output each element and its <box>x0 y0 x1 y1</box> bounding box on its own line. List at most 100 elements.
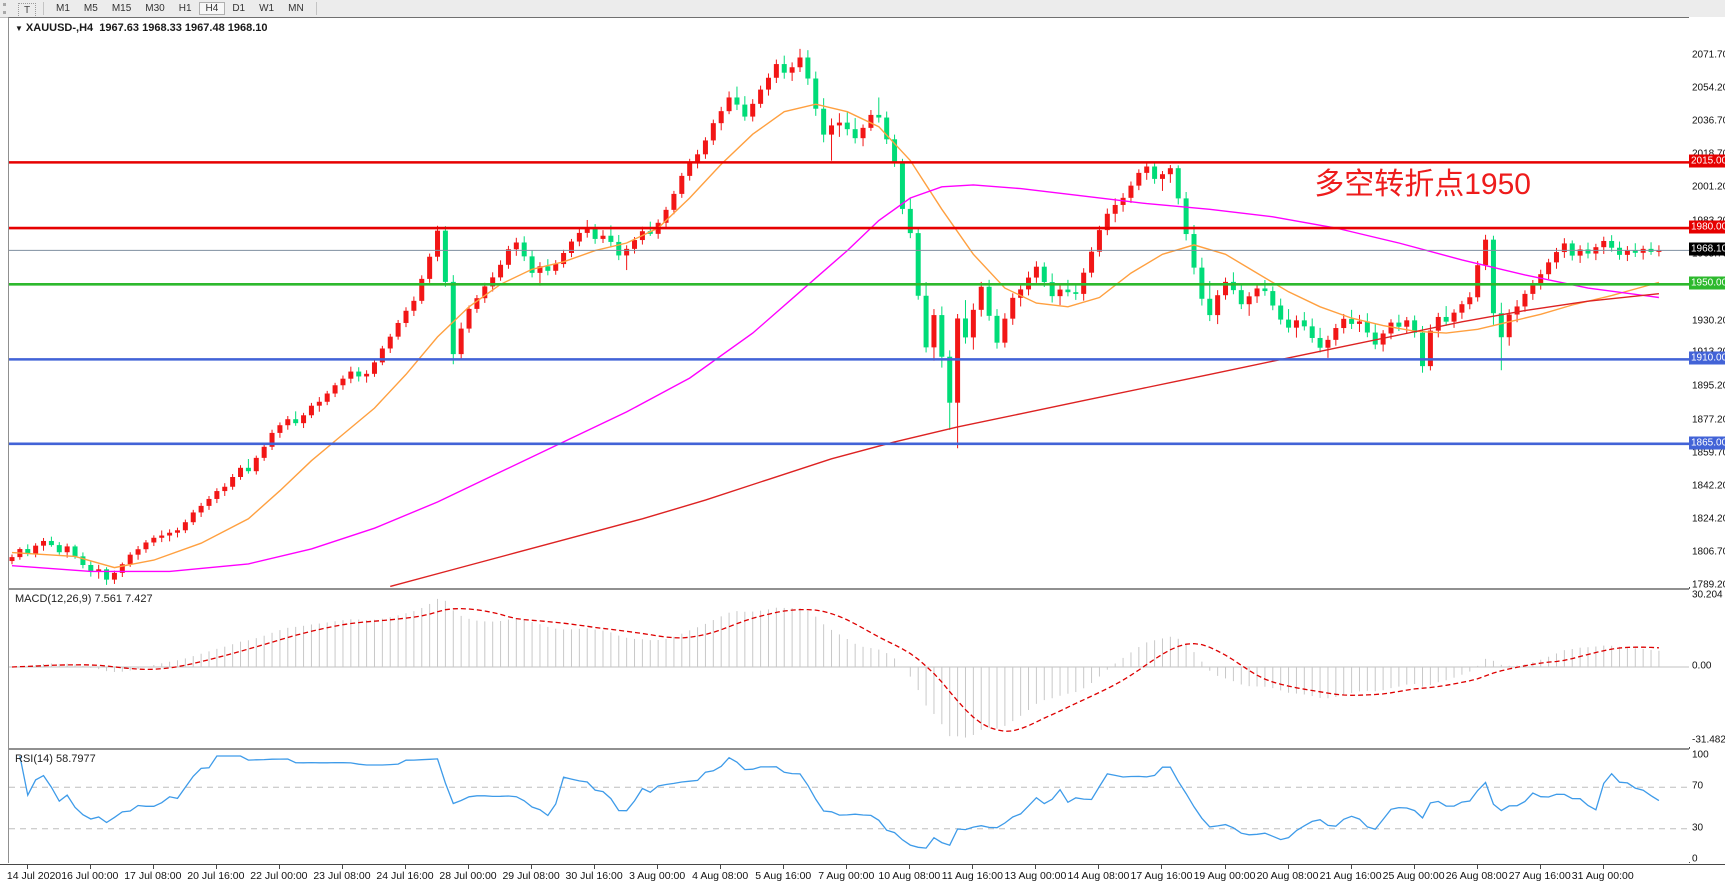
time-tick <box>1161 865 1163 869</box>
rsi-axis-tick: 0 <box>1692 853 1698 865</box>
time-tick <box>846 865 848 869</box>
candle-bull <box>324 393 330 402</box>
candle-bear <box>907 208 913 234</box>
candle-bull <box>277 425 283 433</box>
time-label: 23 Jul 08:00 <box>313 870 371 882</box>
timeframe-button-h4[interactable]: H4 <box>198 2 226 15</box>
candle-bull <box>364 373 370 377</box>
candle-bear <box>1230 281 1236 291</box>
candle-bull <box>395 322 401 337</box>
candle-bull <box>167 532 173 536</box>
candle-bear <box>742 104 748 117</box>
timeframe-button-m1[interactable]: M1 <box>56 3 70 14</box>
rsi-line <box>19 755 1660 849</box>
candle-bull <box>230 476 236 487</box>
candle-bear <box>1349 318 1355 324</box>
candle-bear <box>781 64 787 73</box>
timeframe-button-m15[interactable]: M15 <box>111 3 132 14</box>
candle-bull <box>1002 318 1008 343</box>
candle-bear <box>521 242 527 257</box>
candle-bull <box>1057 289 1063 297</box>
time-label: 10 Aug 08:00 <box>878 870 941 882</box>
candle-bear <box>1183 198 1189 235</box>
candle-bull <box>127 554 133 565</box>
candle-bear <box>813 78 819 109</box>
time-label: 14 Jul 2020 <box>6 870 62 882</box>
rsi-panel[interactable]: RSI(14) 58.7977 <box>8 749 1690 863</box>
candle-bull <box>1435 316 1441 331</box>
candle-bull <box>387 336 393 349</box>
time-label: 11 Aug 16:00 <box>941 870 1003 882</box>
time-tick <box>1539 865 1541 869</box>
ohlc-readout: 1967.63 1968.33 1967.48 1968.10 <box>99 22 268 34</box>
candle-bull <box>860 127 866 139</box>
candle-bull <box>1514 306 1520 315</box>
candle-bear <box>1585 249 1591 254</box>
candle-bear <box>293 419 299 424</box>
time-label: 24 Jul 16:00 <box>376 870 434 882</box>
candle-bear <box>56 545 62 553</box>
timeframe-button-d1[interactable]: D1 <box>232 3 246 14</box>
time-tick <box>1224 865 1226 869</box>
candle-bull <box>348 371 354 379</box>
collapse-caret-icon[interactable]: ▼ <box>15 24 23 33</box>
candle-bull <box>1656 250 1662 252</box>
macd-axis[interactable]: 30.204 0.00 -31.482 <box>1689 589 1725 747</box>
timeframe-button-m5[interactable]: M5 <box>83 3 98 14</box>
time-axis[interactable]: 14 Jul 2020 16 Jul 00:00 17 Jul 08:00 20 Ju… <box>0 864 1725 886</box>
candle-bull <box>797 57 803 68</box>
time-label: 3 Aug 00:00 <box>629 870 686 882</box>
candle-bull <box>1561 243 1567 253</box>
candle-bull <box>687 163 693 176</box>
time-label: 17 Jul 08:00 <box>124 870 182 882</box>
price-tick: 2036.70 <box>1692 115 1725 127</box>
candle-bull <box>1530 283 1536 294</box>
candlestick-chart[interactable]: ▼ XAUUSD-,H4 1967.63 1968.33 1967.48 1968… <box>8 17 1690 589</box>
time-label: 21 Aug 16:00 <box>1319 870 1382 882</box>
candle-bull <box>285 419 291 426</box>
candle-bull <box>490 277 496 287</box>
candle-bull <box>41 540 47 546</box>
candle-bull <box>143 542 149 550</box>
timeframe-button-m30[interactable]: M30 <box>145 3 165 14</box>
time-label: 26 Aug 08:00 <box>1445 870 1508 882</box>
candle-bull <box>1033 266 1039 278</box>
price-axis[interactable]: 2071.702054.202036.702018.702001.201983.… <box>1689 17 1725 591</box>
candle-bear <box>1073 292 1079 294</box>
toolbar-grip[interactable] <box>3 3 12 14</box>
timeframe-button-w1[interactable]: W1 <box>259 3 275 14</box>
candle-bull <box>695 154 701 164</box>
candle-bull <box>1246 296 1252 305</box>
candle-bull <box>1522 293 1528 307</box>
macd-signal-line <box>11 607 1659 732</box>
candle-bull <box>1341 318 1347 329</box>
candle-bear <box>104 569 110 580</box>
candle-bull <box>1018 289 1024 298</box>
candle-bear <box>545 266 551 271</box>
candle-bear <box>884 117 890 140</box>
candle-bear <box>1309 326 1315 338</box>
candle-bull <box>482 286 488 299</box>
time-tick <box>341 865 343 869</box>
candle-bull <box>1553 252 1559 263</box>
time-tick <box>1476 865 1478 869</box>
rsi-axis[interactable]: 100 70 30 0 <box>1689 749 1725 865</box>
timeframe-button-h1[interactable]: H1 <box>178 3 192 14</box>
text-tool-icon[interactable]: A <box>18 0 36 3</box>
time-label: 14 Aug 08:00 <box>1067 870 1130 882</box>
candle-bull <box>466 308 472 329</box>
label-tool-icon[interactable]: T <box>18 3 36 18</box>
macd-panel[interactable]: MACD(12,26,9) 7.561 7.427 <box>8 589 1690 749</box>
candle-bear <box>939 315 945 357</box>
candle-bull <box>789 67 795 73</box>
candle-bull <box>632 240 638 249</box>
candle-bear <box>1569 243 1575 256</box>
candle-bull <box>371 362 377 374</box>
candle-bull <box>970 309 976 338</box>
candle-bull <box>553 264 559 271</box>
candle-bull <box>1089 251 1095 273</box>
timeframe-button-mn[interactable]: MN <box>288 3 304 14</box>
candle-bear <box>80 556 86 565</box>
candle-bull <box>269 432 275 447</box>
candle-bear <box>1412 320 1418 333</box>
